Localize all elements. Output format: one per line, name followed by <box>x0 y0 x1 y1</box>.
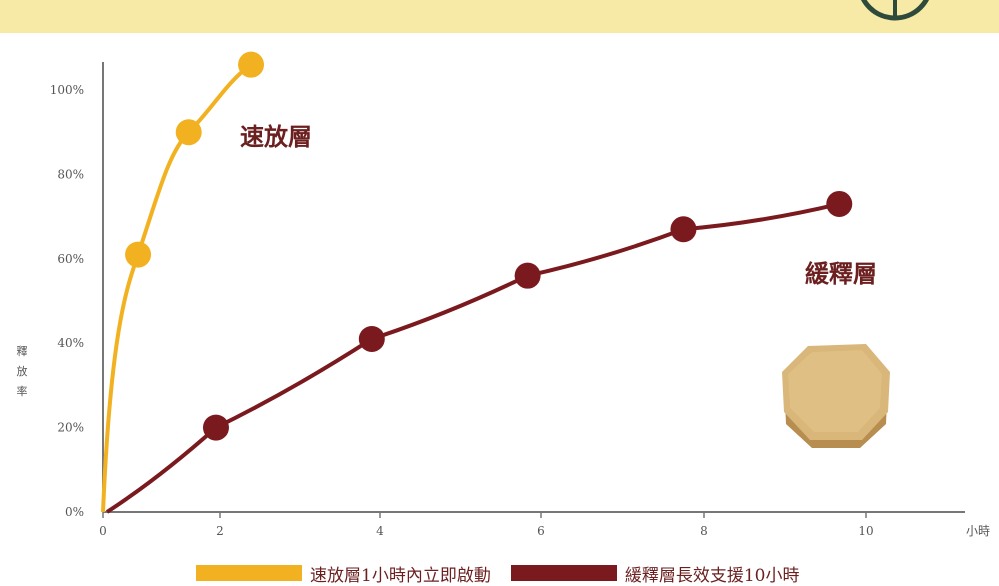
series-label-slow: 緩釋層 <box>805 259 877 288</box>
y-tick-label: 80% <box>57 167 84 181</box>
axes <box>103 62 965 518</box>
legend-item-slow: 緩釋層長效支援10小時 <box>511 561 800 586</box>
legend-text-fast: 速放層1小時內立即啟動 <box>310 561 491 586</box>
x-tick-label: 8 <box>700 524 708 538</box>
y-tick-label: 0% <box>65 505 84 519</box>
x-tick-labels: 0 2 4 6 8 10 <box>99 524 873 538</box>
x-axis-unit-label: 小時 <box>966 524 990 538</box>
y-tick-label: 60% <box>57 252 84 266</box>
tablet-image <box>782 344 890 448</box>
series-line-slow <box>107 204 839 512</box>
legend-swatch-slow <box>511 565 617 581</box>
data-point-slow <box>359 326 385 352</box>
y-tick-labels: 0% 20% 40% 60% 80% 100% <box>50 83 84 519</box>
data-point-slow <box>670 216 696 242</box>
x-tick-label: 4 <box>376 524 384 538</box>
legend: 速放層1小時內立即啟動 緩釋層長效支援10小時 <box>196 562 956 584</box>
x-tick-label: 2 <box>216 524 224 538</box>
legend-swatch-fast <box>196 565 302 581</box>
y-tick-label: 20% <box>57 421 84 435</box>
data-point-slow <box>826 191 852 217</box>
x-tick-label: 6 <box>537 524 545 538</box>
x-tick-label: 0 <box>99 524 107 538</box>
legend-item-fast: 速放層1小時內立即啟動 <box>196 561 491 586</box>
release-rate-chart: 0% 20% 40% 60% 80% 100% 0 2 4 6 8 10 釋放率 小時 速放層 緩釋… <box>0 0 999 562</box>
series-label-fast: 速放層 <box>240 122 312 151</box>
y-tick-label: 100% <box>50 83 84 97</box>
y-tick-label: 40% <box>57 336 84 350</box>
legend-text-slow: 緩釋層長效支援10小時 <box>625 561 800 586</box>
series <box>103 52 852 512</box>
x-tick-label: 10 <box>858 524 873 538</box>
data-point-fast <box>238 52 264 78</box>
data-point-slow <box>515 263 541 289</box>
data-point-slow <box>203 415 229 441</box>
data-point-fast <box>125 242 151 268</box>
data-point-fast <box>176 119 202 145</box>
y-axis-label: 釋放率 <box>17 345 28 398</box>
